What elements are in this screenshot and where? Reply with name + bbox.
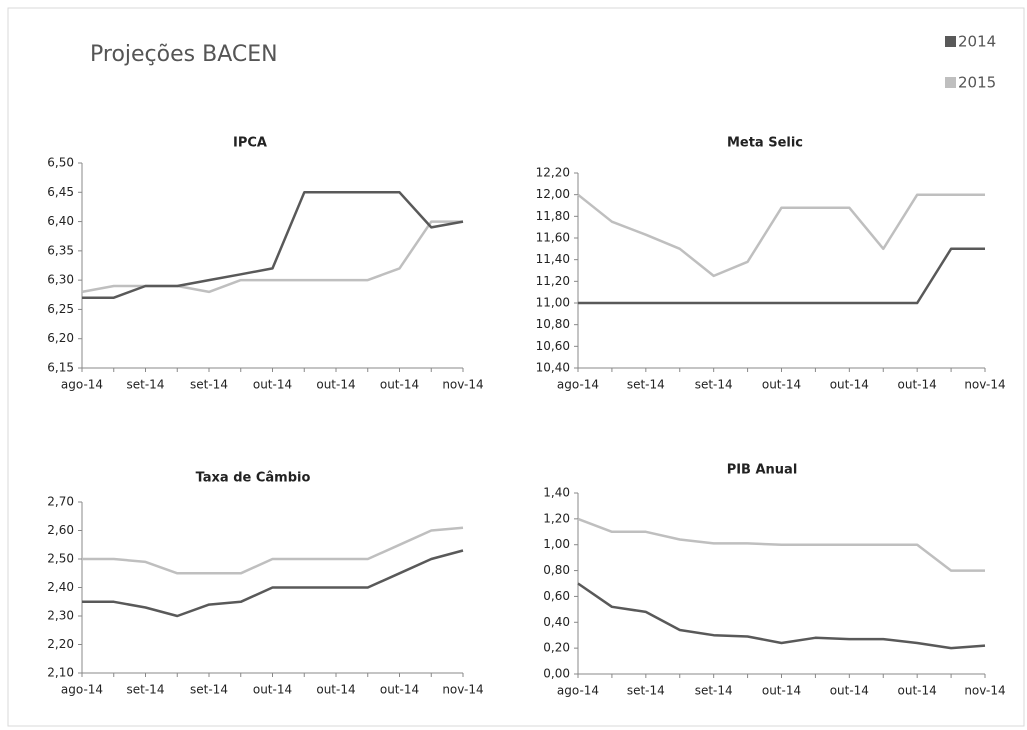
chart-title: Taxa de Câmbio [196,471,311,486]
y-tick-label: 6,35 [47,243,74,257]
y-tick-label: 0,20 [543,641,570,655]
chart-title: PIB Anual [727,463,798,478]
x-tick-label: nov-14 [964,684,1005,698]
x-tick-label: out-14 [253,683,292,697]
y-tick-label: 12,00 [536,187,570,201]
x-tick-label: ago-14 [61,683,103,697]
y-tick-label: 11,00 [536,296,570,310]
y-tick-label: 6,45 [47,185,74,199]
y-tick-label: 2,40 [47,580,74,594]
y-tick-label: 1,40 [543,486,570,500]
x-tick-label: nov-14 [964,378,1005,392]
x-tick-label: set-14 [190,378,228,392]
y-tick-label: 0,80 [543,563,570,577]
series-line [578,247,985,305]
y-tick-label: 6,30 [47,273,74,287]
legend-swatch [945,77,956,88]
series-line [82,191,464,299]
y-tick-label: 11,80 [536,209,570,223]
y-tick-label: 2,50 [47,552,74,566]
frame [7,7,1025,727]
x-tick-label: set-14 [695,684,733,698]
y-tick-label: 11,60 [536,231,570,245]
x-tick-label: out-14 [316,378,355,392]
y-tick-label: 6,50 [47,156,74,170]
x-tick-label: nov-14 [442,683,483,697]
y-tick-label: 11,40 [536,252,570,266]
y-tick-label: 2,10 [47,666,74,680]
x-tick-label: out-14 [898,378,937,392]
y-tick-label: 6,20 [47,331,74,345]
series-line [577,517,985,572]
y-tick-label: 2,20 [47,637,74,651]
x-tick-label: out-14 [316,683,355,697]
y-tick-label: 1,00 [543,537,570,551]
x-tick-label: out-14 [830,684,869,698]
legend-swatch [945,36,956,47]
x-tick-label: set-14 [127,683,165,697]
x-tick-label: nov-14 [442,378,483,392]
x-tick-label: set-14 [695,378,733,392]
x-tick-label: out-14 [762,684,801,698]
y-tick-label: 10,80 [536,317,570,331]
y-tick-label: 0,40 [543,615,570,629]
y-tick-label: 6,15 [47,361,74,375]
y-tick-label: 2,30 [47,609,74,623]
y-tick-label: 0,00 [543,667,570,681]
series-line [577,193,985,278]
x-tick-label: out-14 [380,683,419,697]
y-tick-label: 10,40 [536,361,570,375]
x-tick-label: set-14 [190,683,228,697]
chart-title: IPCA [233,136,267,151]
y-tick-label: 2,60 [47,523,74,537]
x-tick-label: set-14 [627,684,665,698]
series-line [82,549,464,618]
chart-title: Meta Selic [727,136,803,151]
x-tick-label: out-14 [380,378,419,392]
y-tick-label: 6,25 [47,302,74,316]
x-tick-label: ago-14 [557,378,599,392]
x-tick-label: set-14 [127,378,165,392]
x-tick-label: ago-14 [557,684,599,698]
y-tick-label: 0,60 [543,589,570,603]
y-tick-label: 10,60 [536,339,570,353]
y-tick-label: 6,40 [47,214,74,228]
legend-label: 2015 [958,74,996,92]
y-tick-label: 12,20 [536,166,570,180]
y-tick-label: 11,20 [536,274,570,288]
x-tick-label: out-14 [898,684,937,698]
y-tick-label: 1,20 [543,511,570,525]
x-tick-label: out-14 [830,378,869,392]
x-tick-label: out-14 [762,378,801,392]
legend-label: 2014 [958,33,996,51]
x-tick-label: ago-14 [61,378,103,392]
series-line [577,582,986,650]
x-tick-label: set-14 [627,378,665,392]
series-line [82,526,464,575]
x-tick-label: out-14 [253,378,292,392]
page-title: Projeções BACEN [90,42,278,67]
y-tick-label: 2,70 [47,495,74,509]
